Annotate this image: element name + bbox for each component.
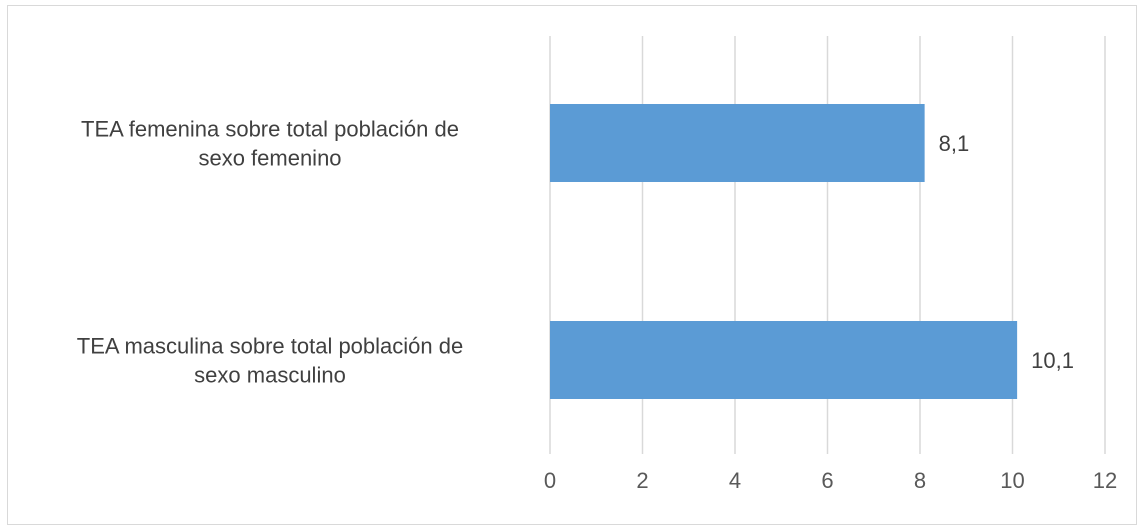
- x-tick-label-8: 8: [914, 468, 926, 493]
- category-labels: TEA femenina sobre total población de sex…: [77, 117, 463, 388]
- x-tick-label-12: 12: [1093, 468, 1117, 493]
- x-tick-label-2: 2: [636, 468, 648, 493]
- category-label-1: TEA masculina sobre total población de se…: [77, 334, 463, 388]
- category-label-0-line-1: sexo femenino: [198, 146, 341, 171]
- bar-1: [550, 321, 1018, 399]
- category-label-1-line-0: TEA masculina sobre total población de: [77, 334, 463, 359]
- bars: [550, 104, 1018, 399]
- bar-chart: TEA femenina sobre total población de sex…: [77, 36, 1117, 493]
- x-axis-tick-labels: 0 2 4 6 8 10 12: [544, 468, 1117, 493]
- data-label-0: 8,1: [939, 131, 970, 156]
- chart-frame: TEA femenina sobre total población de sex…: [7, 5, 1137, 525]
- data-labels: 8,1 10,1: [939, 131, 1074, 373]
- category-label-0-line-0: TEA femenina sobre total población de: [81, 117, 459, 142]
- x-tick-label-6: 6: [821, 468, 833, 493]
- category-label-1-line-1: sexo masculino: [194, 363, 346, 388]
- x-tick-label-10: 10: [1000, 468, 1024, 493]
- x-tick-label-0: 0: [544, 468, 556, 493]
- category-label-0: TEA femenina sobre total población de sex…: [81, 117, 459, 171]
- x-tick-label-4: 4: [729, 468, 741, 493]
- data-label-1: 10,1: [1031, 348, 1074, 373]
- bar-0: [550, 104, 925, 182]
